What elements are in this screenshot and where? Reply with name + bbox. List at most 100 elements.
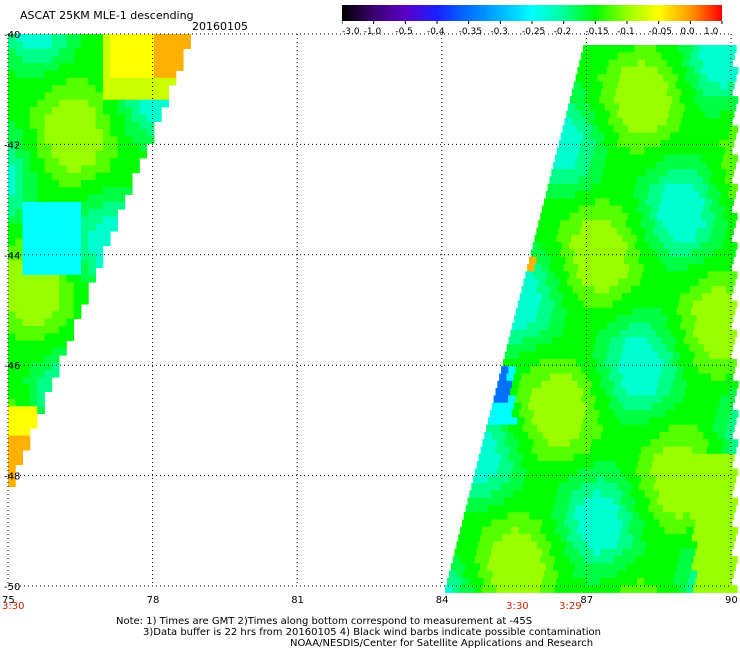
colorbar-label: -0.4	[427, 27, 445, 37]
swath-cell	[73, 48, 82, 57]
swath-cell	[562, 468, 571, 477]
swath-cell	[709, 380, 717, 389]
swath-cell	[688, 147, 696, 155]
swath-cell	[616, 315, 624, 323]
swath-cell	[37, 41, 45, 49]
swath-cell	[691, 307, 699, 316]
swath-cell	[724, 293, 732, 301]
swath-cell	[690, 81, 699, 90]
swath-cell	[499, 373, 507, 382]
swath-cell	[8, 450, 16, 458]
swath-cell	[577, 125, 585, 133]
swath-cell	[44, 77, 53, 86]
swath-cell	[51, 209, 60, 217]
swath-cell	[599, 468, 607, 477]
swath-cell	[698, 395, 706, 404]
swath-cell	[708, 212, 716, 221]
swath-cell	[705, 337, 714, 345]
swath-cell	[37, 143, 45, 152]
swath-cell	[110, 34, 118, 42]
swath-cell	[622, 490, 631, 498]
swath-cell	[640, 307, 648, 316]
swath-cell	[519, 351, 528, 360]
swath-cell	[124, 172, 133, 181]
swath-cell	[721, 504, 729, 513]
swath-cell	[635, 526, 643, 535]
swath-cell	[672, 322, 681, 331]
swath-cell	[656, 358, 664, 367]
swath-cell	[528, 315, 537, 323]
swath-cell	[555, 154, 563, 163]
swath-cell	[579, 461, 587, 469]
swath-cell	[724, 548, 733, 557]
swath-cell	[44, 92, 53, 101]
swath-cell	[540, 212, 548, 221]
swath-cell	[572, 227, 581, 236]
swath-cell	[730, 154, 738, 163]
swath-cell	[597, 475, 605, 484]
swath-cell	[637, 519, 645, 528]
swath-cell	[650, 66, 659, 75]
swath-cell	[600, 548, 609, 557]
swath-cell	[560, 220, 568, 228]
swath-cell	[73, 311, 82, 320]
swath-cell	[66, 85, 75, 93]
swath-cell	[537, 453, 545, 462]
swath-cell	[696, 402, 704, 411]
swath-cell	[717, 147, 726, 155]
swath-cell	[88, 253, 96, 261]
swath-cell	[51, 347, 60, 356]
swath-cell	[549, 548, 558, 557]
swath-cell	[15, 428, 23, 436]
swath-cell	[570, 351, 579, 360]
swath-cell	[37, 318, 45, 327]
swath-cell	[51, 340, 60, 349]
swath-cell	[73, 260, 82, 268]
swath-cell	[175, 63, 184, 71]
swath-cell	[708, 526, 716, 535]
swath-cell	[586, 402, 595, 411]
swath-cell	[716, 439, 724, 447]
swath-cell	[721, 417, 730, 425]
swath-cell	[527, 577, 536, 586]
swath-cell	[718, 285, 727, 294]
swath-cell	[568, 103, 576, 112]
swath-cell	[662, 307, 670, 316]
swath-cell	[8, 114, 16, 122]
swath-cell	[708, 497, 717, 506]
swath-cell	[576, 300, 584, 309]
swath-cell	[727, 52, 735, 60]
swath-cell	[465, 534, 474, 542]
swath-cell	[492, 570, 501, 579]
swath-cell	[644, 147, 653, 155]
swath-cell	[551, 570, 559, 579]
swath-cell	[674, 431, 682, 440]
swath-cell	[648, 132, 656, 141]
swath-cell	[81, 238, 89, 247]
swath-cell	[620, 526, 629, 535]
swath-cell	[728, 249, 736, 258]
swath-cell	[59, 194, 67, 203]
swath-cell	[44, 55, 53, 64]
swath-cell	[81, 55, 89, 64]
swath-cell	[580, 198, 589, 206]
swath-cell	[621, 322, 630, 331]
swath-cell	[161, 77, 169, 86]
swath-cell	[81, 150, 89, 159]
swath-cell	[44, 355, 53, 363]
swath-cell	[22, 48, 31, 57]
swath-cell	[518, 439, 527, 447]
swath-cell	[510, 388, 518, 396]
swath-cell	[646, 110, 655, 119]
swath-cell	[51, 85, 60, 93]
swath-cell	[626, 504, 634, 513]
swath-cell	[37, 340, 45, 349]
swath-cell	[646, 483, 655, 491]
swath-cell	[501, 366, 509, 374]
swath-cell	[37, 216, 45, 225]
swath-cell	[37, 238, 45, 247]
swath-cell	[476, 461, 485, 469]
swath-cell	[102, 114, 111, 122]
swath-cell	[677, 191, 685, 199]
swath-cell	[44, 216, 53, 225]
